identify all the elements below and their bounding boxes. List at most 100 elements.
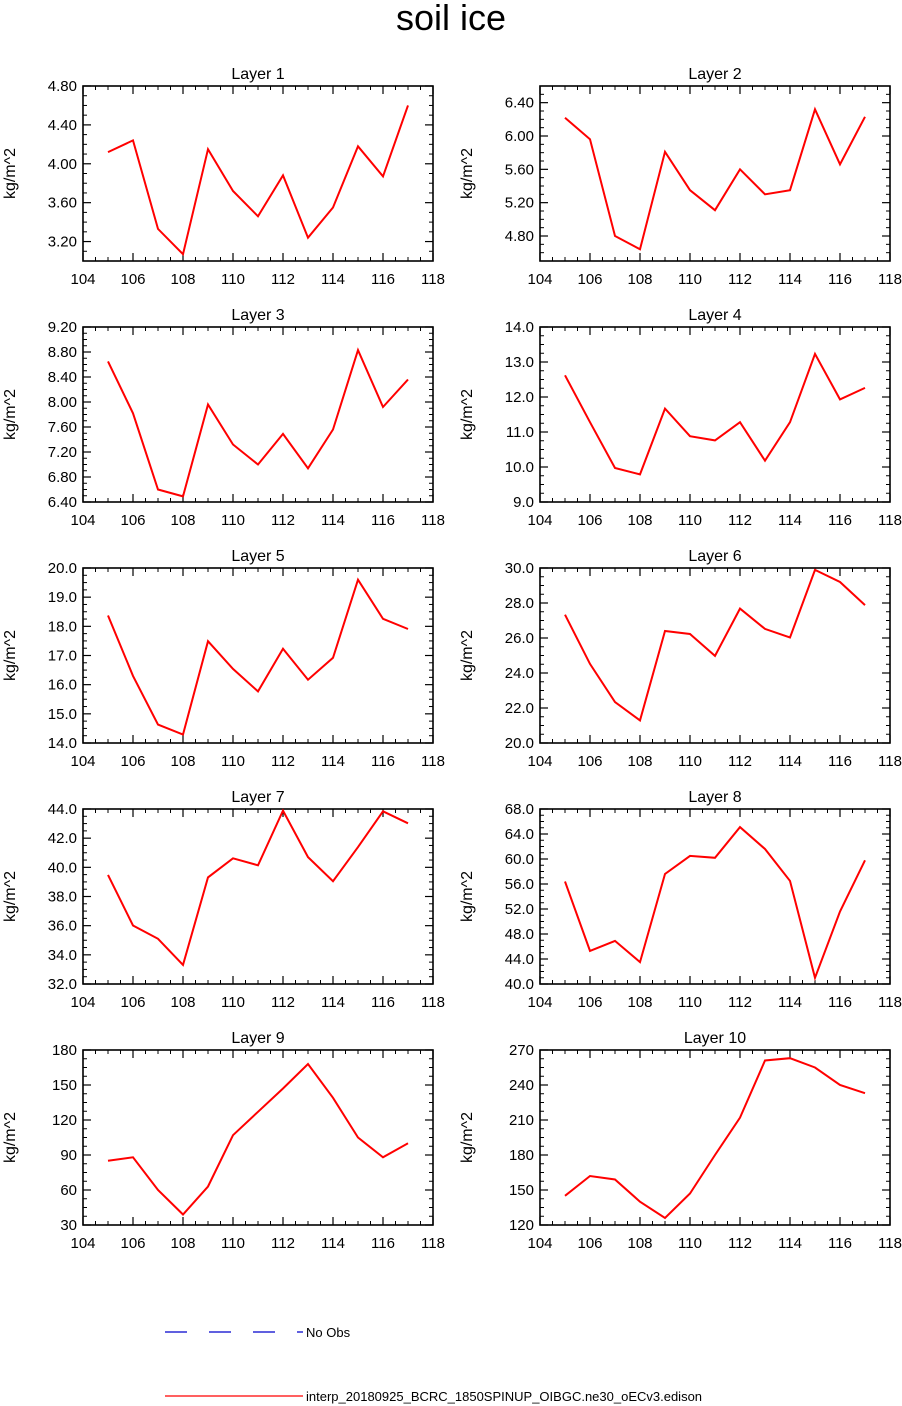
panel-3-title: Layer 3 (231, 307, 284, 324)
panel-3-ytick-label: 8.80 (48, 344, 77, 361)
panel-10-ytick-label: 180 (509, 1147, 534, 1164)
panel-9-xtick-label: 110 (221, 1235, 245, 1252)
panel-4-xtick-label: 118 (878, 512, 902, 529)
legend: No Obs interp_20180925_BCRC_1850SPINUP_O… (165, 1325, 702, 1404)
panel-5-series-line (107, 577, 409, 736)
panel-8-ytick-label: 56.0 (505, 876, 534, 893)
panel-10-plot-frame (539, 1049, 891, 1226)
panel-5-ytick-label: 17.0 (48, 648, 77, 665)
panel-9: Layer 9 kg/m^2 104 106 108 110 112 114 116 118 30 6… (2, 1030, 445, 1252)
panel-4-ylabel: kg/m^2 (459, 389, 476, 440)
panel-7-xtick-label: 118 (421, 994, 445, 1011)
panel-6-ytick-label: 24.0 (505, 665, 534, 682)
panel-5-ylabel: kg/m^2 (2, 630, 19, 681)
panel-4-ytick-label: 13.0 (505, 354, 534, 371)
panel-8-xtick-label: 118 (878, 994, 902, 1011)
panel-10-ylabel: kg/m^2 (459, 1112, 476, 1163)
panel-10-xtick-label: 114 (778, 1235, 802, 1252)
panel-1-xtick-label: 106 (120, 271, 145, 288)
panel-8-ytick-label: 68.0 (505, 801, 534, 818)
panel-4-xtick-label: 110 (678, 512, 702, 529)
panel-2-xtick-label: 110 (678, 271, 702, 288)
panel-3: Layer 3 kg/m^2 104 106 108 110 112 114 116 118 6.4… (2, 307, 445, 529)
panel-8-ytick-label: 64.0 (505, 826, 534, 843)
panel-10-xtick-label: 106 (577, 1235, 602, 1252)
panel-1-title: Layer 1 (231, 66, 284, 83)
panel-7-ytick-label: 44.0 (48, 801, 77, 818)
panel-9-plot-frame (82, 1049, 434, 1226)
panel-5-title: Layer 5 (231, 548, 284, 565)
panel-1-xtick-label: 104 (70, 271, 95, 288)
panel-4-xtick-label: 114 (778, 512, 802, 529)
panel-4-ytick-label: 11.0 (506, 424, 534, 441)
panel-6-ytick-label: 20.0 (505, 735, 534, 752)
panel-10-xtick-label: 116 (828, 1235, 852, 1252)
panel-3-xtick-label: 110 (221, 512, 245, 529)
panel-1-xtick-label: 112 (271, 271, 295, 288)
panel-8-xtick-label: 114 (778, 994, 802, 1011)
panel-8-ytick-label: 44.0 (505, 951, 534, 968)
panel-3-ytick-label: 7.60 (48, 419, 77, 436)
panel-8-xtick-label: 112 (728, 994, 752, 1011)
panel-1-xtick-label: 118 (421, 271, 445, 288)
panel-9-xtick-label: 104 (70, 1235, 95, 1252)
panel-1-ytick-label: 3.20 (48, 234, 77, 251)
panel-10-xtick-label: 108 (627, 1235, 652, 1252)
panel-5-ytick-label: 19.0 (48, 589, 77, 606)
panel-5-xtick-label: 106 (120, 753, 145, 770)
panel-7-xtick-label: 104 (70, 994, 95, 1011)
panel-5-ytick-label: 18.0 (48, 618, 77, 635)
panel-3-xtick-label: 118 (421, 512, 445, 529)
panel-1-ytick-label: 4.00 (48, 156, 77, 173)
panel-9-ytick-label: 180 (52, 1042, 77, 1059)
panel-10-xtick-label: 112 (728, 1235, 752, 1252)
panel-1-xtick-label: 108 (170, 271, 195, 288)
panel-2-title: Layer 2 (688, 66, 741, 83)
panel-8-ylabel: kg/m^2 (459, 871, 476, 922)
panel-9-ytick-label: 120 (52, 1112, 77, 1129)
panel-5-xtick-label: 110 (221, 753, 245, 770)
panel-3-xtick-label: 112 (271, 512, 295, 529)
panel-5-ytick-label: 15.0 (48, 706, 77, 723)
panel-5-ytick-label: 14.0 (48, 735, 77, 752)
panel-8-xtick-label: 104 (527, 994, 552, 1011)
panel-3-ytick-label: 6.80 (48, 469, 77, 486)
panel-10-ytick-label: 150 (509, 1182, 534, 1199)
panel-2-plot-frame (539, 85, 891, 262)
legend-obs-entry: No Obs (165, 1325, 351, 1340)
panel-6-ylabel: kg/m^2 (459, 630, 476, 681)
panel-9-xtick-label: 106 (120, 1235, 145, 1252)
panel-7: Layer 7 kg/m^2 104 106 108 110 112 114 116 118 32.… (2, 789, 445, 1011)
panel-7-plot-frame (82, 808, 434, 985)
panel-7-xtick-label: 116 (371, 994, 395, 1011)
panel-2-xtick-label: 114 (778, 271, 802, 288)
panel-1-xtick-label: 110 (221, 271, 245, 288)
panel-3-xtick-label: 108 (170, 512, 195, 529)
panel-7-title: Layer 7 (231, 789, 284, 806)
panel-4-title: Layer 4 (688, 307, 741, 324)
panel-3-series-line (107, 347, 409, 498)
panel-3-plot-frame (82, 326, 434, 503)
panel-8-ytick-label: 40.0 (505, 976, 534, 993)
panel-10-xtick-label: 118 (878, 1235, 902, 1252)
panel-2-xtick-label: 118 (878, 271, 902, 288)
panel-10-ytick-label: 240 (509, 1077, 534, 1094)
panel-4-ytick-label: 12.0 (505, 389, 534, 406)
panel-3-xtick-label: 106 (120, 512, 145, 529)
panel-6-xtick-label: 106 (577, 753, 602, 770)
figure-title: soil ice (396, 0, 506, 38)
panel-10: Layer 10 kg/m^2 104 106 108 110 112 114 116 118 12… (459, 1030, 902, 1252)
panel-5-xtick-label: 108 (170, 753, 195, 770)
panel-3-ytick-label: 8.00 (48, 394, 77, 411)
panel-8-ytick-label: 60.0 (505, 851, 534, 868)
panel-1-ytick-label: 3.60 (48, 195, 77, 212)
panel-6-xtick-label: 108 (627, 753, 652, 770)
panel-10-title: Layer 10 (684, 1030, 746, 1047)
panel-4-series-line (564, 351, 866, 476)
panel-7-ytick-label: 40.0 (48, 859, 77, 876)
panel-6-series-line (564, 568, 866, 723)
panel-4-xtick-label: 104 (527, 512, 552, 529)
panel-2-xtick-label: 116 (828, 271, 852, 288)
panel-4: Layer 4 kg/m^2 104 106 108 110 112 114 116 118 9.0… (459, 307, 902, 529)
panel-8-title: Layer 8 (688, 789, 741, 806)
